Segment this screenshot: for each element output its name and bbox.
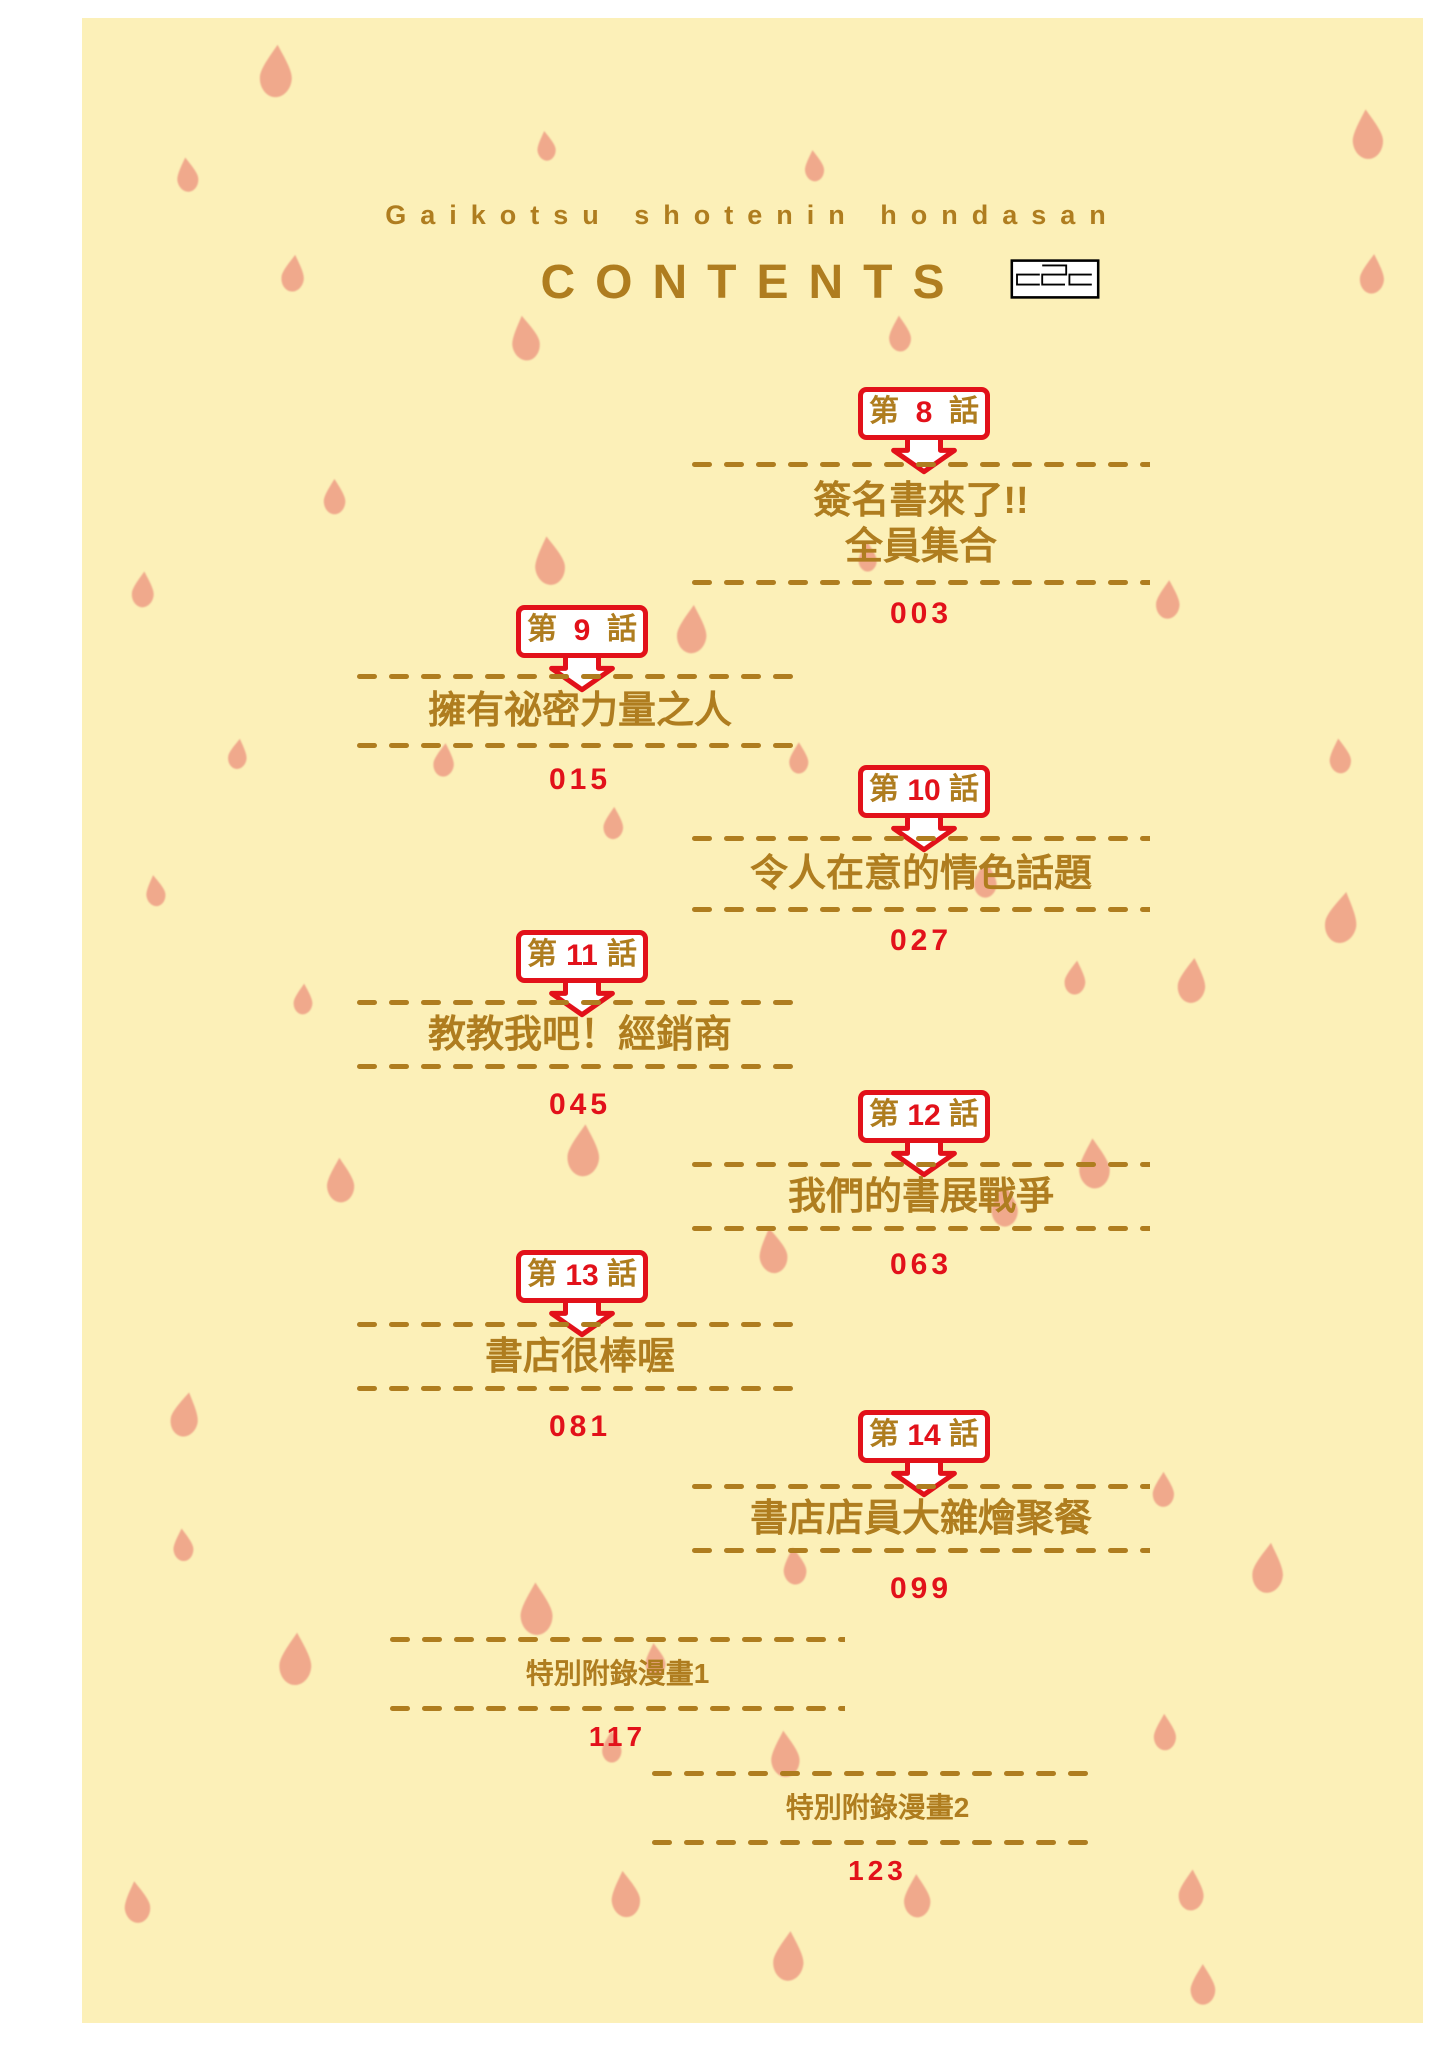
svg-text:第: 第 [527,612,557,646]
svg-text:9: 9 [574,614,591,647]
svg-text:第: 第 [869,1417,899,1451]
svg-text:話: 話 [607,1257,637,1291]
svg-text:8: 8 [916,396,933,429]
svg-text:話: 話 [949,1417,979,1451]
svg-text:第: 第 [869,772,899,806]
svg-text:10: 10 [907,774,940,807]
svg-text:12: 12 [907,1099,940,1132]
svg-text:話: 話 [949,1097,979,1131]
svg-text:話: 話 [949,394,979,428]
svg-text:第: 第 [527,937,557,971]
svg-text:14: 14 [907,1419,941,1452]
svg-text:第: 第 [527,1257,557,1291]
svg-text:13: 13 [565,1259,598,1292]
svg-text:話: 話 [607,937,637,971]
svg-text:話: 話 [949,772,979,806]
svg-text:第: 第 [869,394,899,428]
svg-text:第: 第 [869,1097,899,1131]
svg-text:話: 話 [607,612,637,646]
svg-text:11: 11 [566,939,598,972]
